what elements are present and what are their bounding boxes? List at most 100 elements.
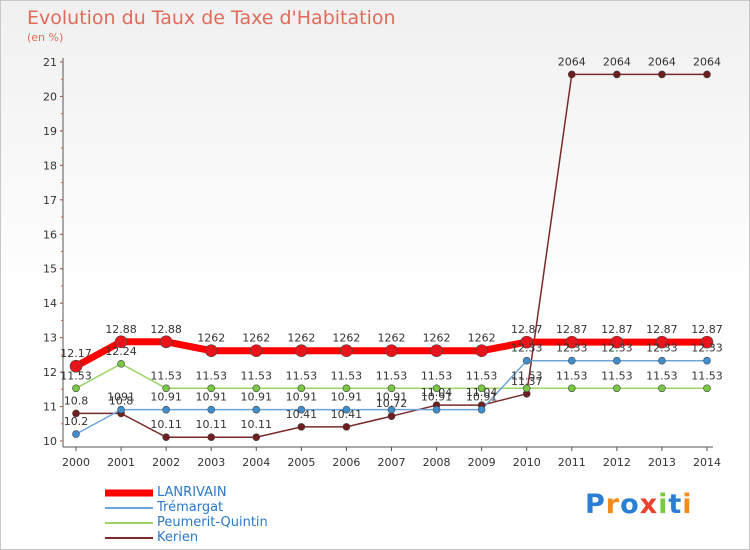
data-point xyxy=(387,412,396,420)
data-label: 1262 xyxy=(197,332,225,345)
data-point xyxy=(69,359,83,373)
data-label: 11.53 xyxy=(646,369,678,382)
data-point xyxy=(475,344,488,358)
data-label: 1262 xyxy=(468,332,496,345)
data-label: 1262 xyxy=(242,332,270,345)
data-point xyxy=(430,344,443,358)
y-tick-label: 21 xyxy=(43,56,57,69)
data-point xyxy=(567,356,576,365)
y-tick-label: 13 xyxy=(43,332,57,345)
data-point xyxy=(613,384,621,393)
data-label: 2064 xyxy=(648,55,676,68)
data-point xyxy=(522,356,531,365)
data-point xyxy=(207,384,216,393)
data-label: 10.8 xyxy=(109,394,134,407)
data-point xyxy=(159,335,173,349)
data-point xyxy=(522,384,531,393)
data-label: 11.53 xyxy=(691,369,723,382)
data-label: 11.37 xyxy=(511,375,543,388)
data-label: 1262 xyxy=(378,332,406,345)
y-tick-label: 16 xyxy=(43,228,57,241)
legend-item-kerien[interactable]: Kerien xyxy=(105,530,268,545)
data-point xyxy=(297,405,306,414)
data-point xyxy=(162,405,170,414)
x-tick-label: 2010 xyxy=(513,456,541,469)
data-point xyxy=(703,384,711,393)
logo-letter: P xyxy=(585,489,606,520)
y-tick-label: 20 xyxy=(43,90,57,103)
y-tick-label: 14 xyxy=(43,297,57,310)
legend-swatch-lanrivain xyxy=(105,489,153,496)
data-label: 10.91 xyxy=(286,391,318,404)
data-label: 10.91 xyxy=(195,391,227,404)
y-tick-label: 11 xyxy=(43,401,57,414)
y-tick-label: 12 xyxy=(43,366,57,379)
data-label: 12.87 xyxy=(646,323,678,336)
data-label: 10.91 xyxy=(421,391,453,404)
x-tick-label: 2007 xyxy=(378,456,406,469)
data-point xyxy=(295,344,308,358)
data-point xyxy=(207,433,216,442)
x-tick-label: 2008 xyxy=(423,456,451,469)
data-label: 11.53 xyxy=(286,369,318,382)
unit-label: (en %) xyxy=(27,31,64,44)
legend-item-peumerit-quintin[interactable]: Peumerit-Quintin xyxy=(105,515,268,530)
x-tick-label: 2005 xyxy=(287,456,315,469)
data-label: 11.53 xyxy=(331,369,363,382)
data-point xyxy=(565,335,579,349)
data-point xyxy=(72,430,80,438)
data-label: 10.11 xyxy=(195,418,227,431)
x-tick-label: 2011 xyxy=(558,456,586,469)
data-label: 12.24 xyxy=(105,345,137,358)
data-label: 10.72 xyxy=(376,397,408,410)
data-point xyxy=(658,356,666,365)
data-label: 1262 xyxy=(423,332,451,345)
data-label: 12.33 xyxy=(511,342,543,355)
data-label: 11.53 xyxy=(556,369,588,382)
legend-label-peumerit-quintin: Peumerit-Quintin xyxy=(157,515,268,530)
data-label: 12.33 xyxy=(556,342,588,355)
x-tick-label: 2014 xyxy=(693,456,721,469)
legend: LANRIVAIN Trémargat Peumerit-Quintin Ker… xyxy=(105,485,268,545)
data-label: 11.53 xyxy=(421,369,453,382)
legend-label-kerien: Kerien xyxy=(157,530,199,545)
data-point xyxy=(252,433,261,442)
data-label: 12.88 xyxy=(105,323,137,336)
data-point xyxy=(658,384,666,393)
data-point xyxy=(700,335,714,349)
data-label: 11.53 xyxy=(150,369,182,382)
data-label: 1262 xyxy=(287,332,315,345)
y-tick-label: 15 xyxy=(43,263,57,276)
data-label: 10.11 xyxy=(241,418,273,431)
logo-letter: i xyxy=(658,489,669,520)
data-point xyxy=(297,423,306,431)
data-label: 10.91 xyxy=(376,391,408,404)
data-label: 10.11 xyxy=(150,418,182,431)
legend-item-lanrivain[interactable]: LANRIVAIN xyxy=(105,485,268,500)
data-label: 2064 xyxy=(558,55,586,68)
data-point xyxy=(342,384,351,393)
data-point xyxy=(117,405,125,414)
data-point xyxy=(432,405,441,414)
data-label: 10.91 xyxy=(466,391,498,404)
x-tick-label: 2003 xyxy=(197,456,225,469)
data-point xyxy=(114,335,128,349)
data-point xyxy=(567,70,576,79)
data-point xyxy=(655,335,669,349)
data-label: 10.41 xyxy=(286,408,318,421)
data-point xyxy=(207,405,216,414)
data-point xyxy=(162,384,170,393)
data-point xyxy=(658,70,666,79)
proxiti-logo: Proxiti xyxy=(585,489,693,520)
data-label: 11.04 xyxy=(466,386,498,399)
x-tick-label: 2013 xyxy=(648,456,676,469)
legend-item-tremargat[interactable]: Trémargat xyxy=(105,500,268,515)
data-label: 12.17 xyxy=(60,347,92,360)
y-tick-label: 17 xyxy=(43,194,57,207)
data-label: 10.91 xyxy=(150,391,182,404)
x-tick-label: 2012 xyxy=(603,456,631,469)
data-point xyxy=(252,405,261,414)
logo-letter: i xyxy=(682,489,693,520)
data-point xyxy=(72,409,80,418)
